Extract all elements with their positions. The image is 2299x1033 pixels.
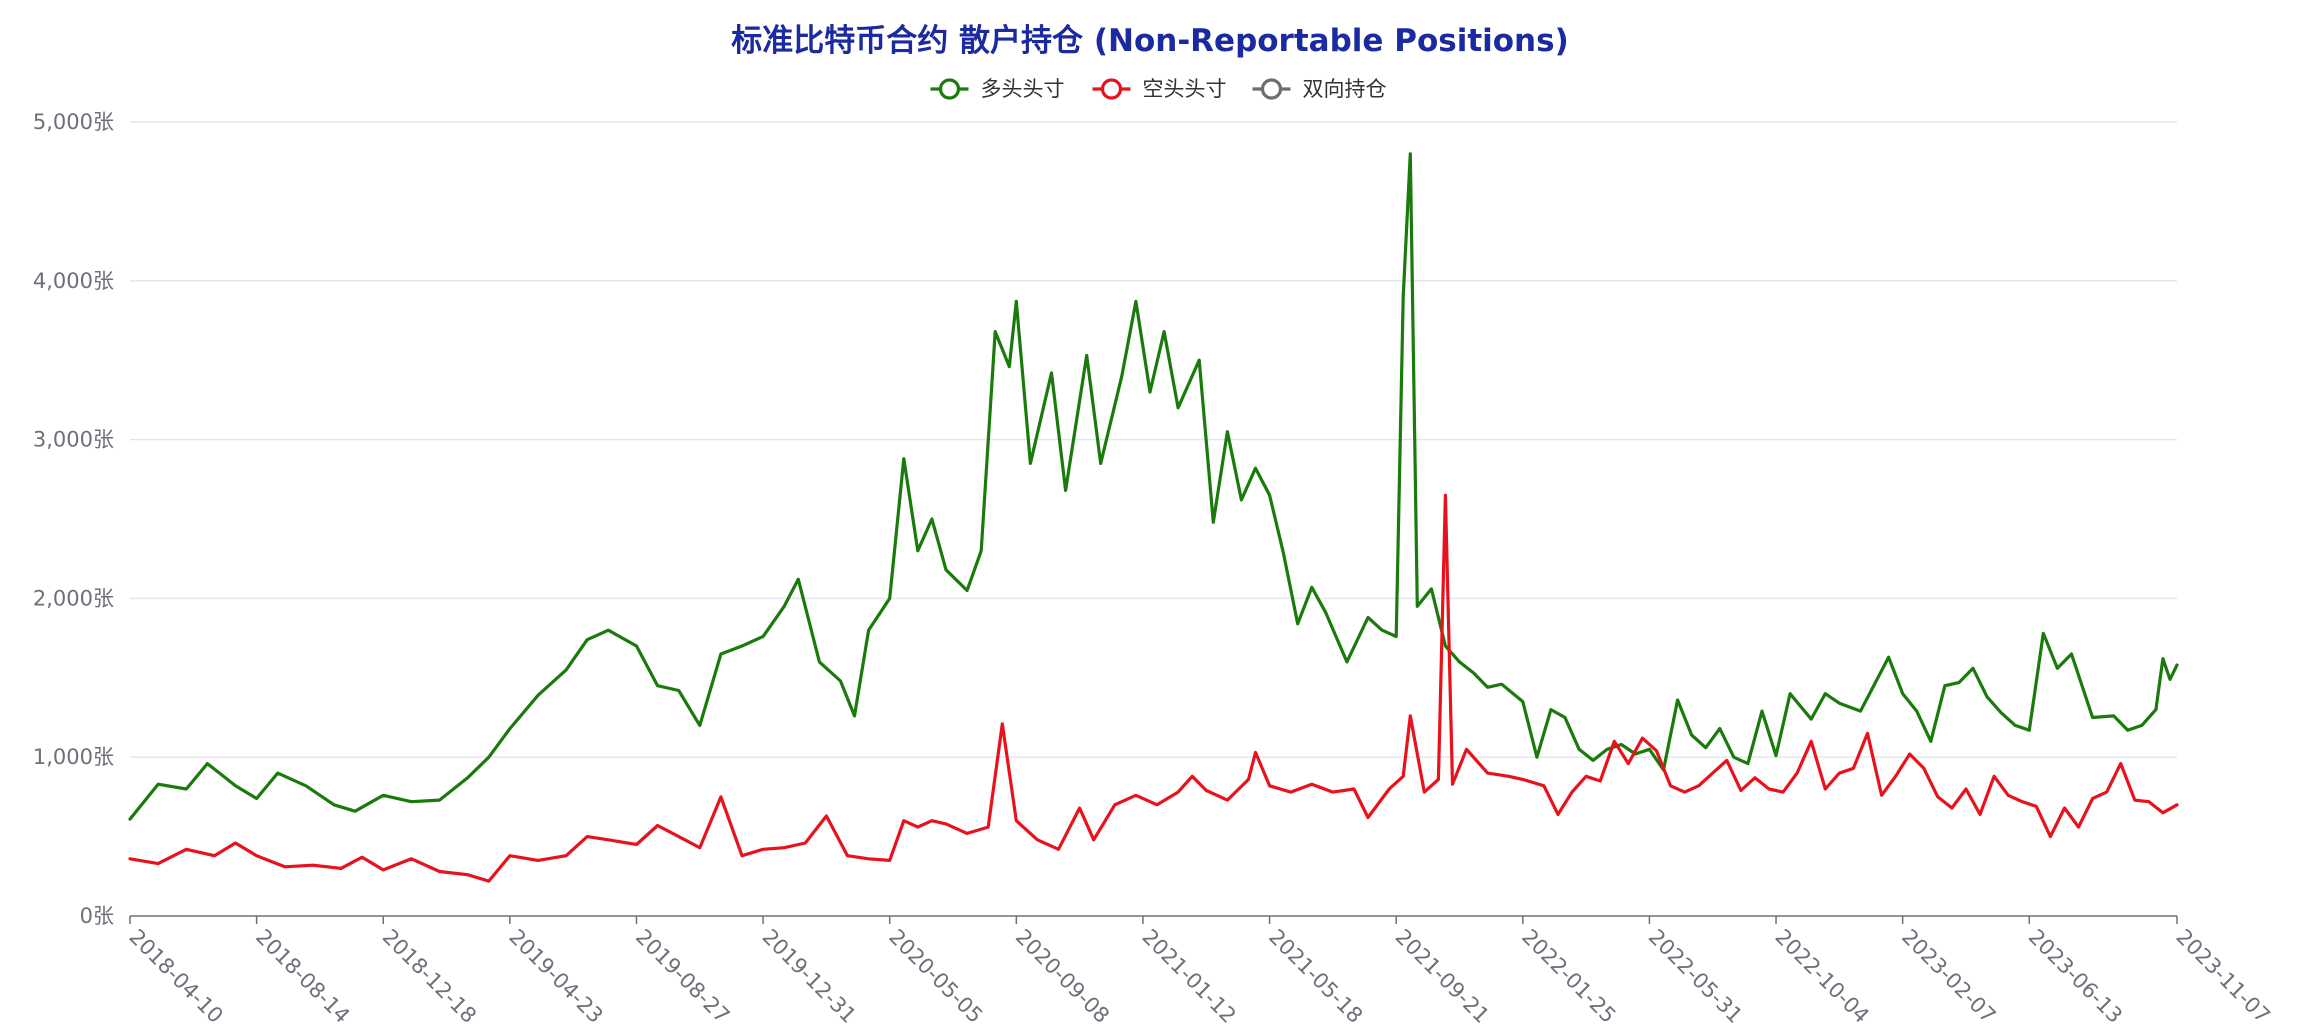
x-tick-label: 2019-08-27 bbox=[631, 925, 734, 1028]
legend-item-1[interactable]: 空头头寸 bbox=[1092, 77, 1227, 101]
legend-circle-icon bbox=[1100, 78, 1123, 100]
y-axis: 0张 1,000张 2,000张 3,000张 4,000张 5,000张 bbox=[33, 110, 114, 928]
y-tick-label: 2,000张 bbox=[33, 586, 114, 610]
x-tick-label: 2022-10-04 bbox=[1771, 925, 1874, 1028]
y-tick-label: 4,000张 bbox=[33, 269, 114, 293]
x-axis: 2018-04-10 2018-08-14 2018-12-18 2019-04-23… bbox=[124, 915, 2275, 1028]
legend-label: 空头头寸 bbox=[1143, 77, 1227, 101]
series-line-1 bbox=[128, 493, 2179, 883]
x-tick-label: 2022-05-31 bbox=[1644, 925, 1747, 1028]
x-tick-label: 2019-12-31 bbox=[758, 925, 861, 1028]
x-tick-label: 2021-01-12 bbox=[1137, 925, 1240, 1028]
x-tick-label: 2022-01-25 bbox=[1517, 925, 1620, 1028]
x-tick-label: 2023-06-13 bbox=[2024, 925, 2127, 1028]
x-tick-label: 2023-02-07 bbox=[1897, 925, 2000, 1028]
y-tick-label: 1,000张 bbox=[33, 745, 114, 769]
legend-item-2[interactable]: 双向持仓 bbox=[1252, 77, 1387, 101]
x-tick-label: 2018-12-18 bbox=[378, 925, 481, 1028]
x-tick-label: 2021-05-18 bbox=[1264, 925, 1367, 1028]
legend-item-0[interactable]: 多头头寸 bbox=[930, 77, 1065, 101]
series-line-0 bbox=[128, 152, 2179, 821]
legend: 多头头寸 空头头寸 双向持仓 bbox=[930, 77, 1387, 101]
grid-lines bbox=[130, 121, 2177, 758]
series-layer bbox=[128, 152, 2179, 883]
x-tick-label: 2023-11-07 bbox=[2171, 925, 2274, 1028]
x-tick-label: 2020-09-08 bbox=[1011, 925, 1114, 1028]
y-tick-label: 0张 bbox=[80, 904, 114, 928]
x-tick-label: 2019-04-23 bbox=[504, 925, 607, 1028]
x-tick-label: 2018-04-10 bbox=[124, 925, 227, 1028]
legend-label: 多头头寸 bbox=[981, 77, 1065, 101]
legend-label: 双向持仓 bbox=[1303, 77, 1387, 101]
chart-title: 标准比特币合约 散户持仓 (Non-Reportable Positions) bbox=[731, 23, 1569, 59]
y-tick-label: 5,000张 bbox=[33, 110, 114, 134]
legend-circle-icon bbox=[1260, 78, 1283, 100]
y-tick-label: 3,000张 bbox=[33, 428, 114, 452]
x-tick-label: 2021-09-21 bbox=[1391, 925, 1494, 1028]
x-tick-label: 2020-05-05 bbox=[884, 925, 987, 1028]
x-tick-label: 2018-08-14 bbox=[251, 925, 354, 1028]
legend-circle-icon bbox=[938, 78, 961, 100]
